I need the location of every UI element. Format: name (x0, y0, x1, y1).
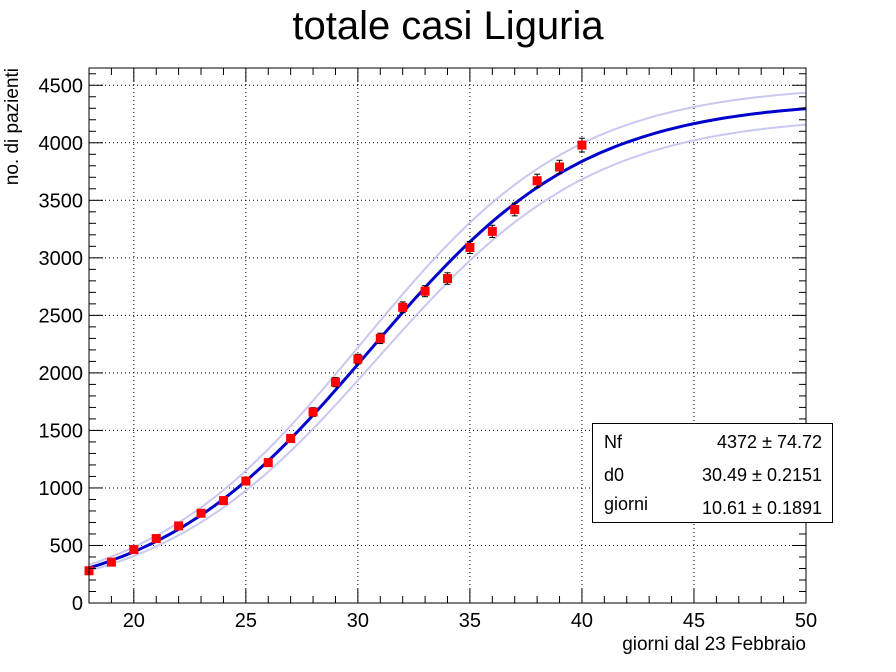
y-axis-label: no. di pazienti (2, 68, 23, 185)
data-point (196, 508, 206, 518)
point-marker (308, 407, 318, 417)
x-tick-label: 20 (123, 610, 145, 632)
x-axis: 20 25 30 35 40 45 50 (88, 68, 817, 632)
y-tick-label: 2500 (39, 305, 84, 327)
data-point (218, 496, 228, 506)
y-tick-label: 1000 (39, 478, 84, 500)
y-tick-label: 3000 (39, 248, 84, 270)
data-point (577, 137, 587, 153)
point-marker (330, 377, 340, 387)
point-marker (465, 242, 475, 252)
x-tick-label: 50 (795, 610, 817, 632)
stat-name: Nf (604, 432, 622, 452)
data-point (532, 173, 542, 188)
x-tick-label: 45 (683, 610, 705, 632)
stat-name: giorni (604, 494, 649, 514)
y-tick-label: 3500 (39, 190, 84, 212)
y-tick-label: 4500 (39, 75, 84, 97)
point-marker (129, 545, 139, 554)
y-tick-label: 4000 (39, 133, 84, 155)
point-marker (420, 286, 430, 296)
y-axis: 0 500 1000 1500 2000 2500 3000 3500 4000 4500 (39, 73, 806, 615)
point-marker (532, 176, 542, 186)
point-marker (398, 302, 408, 312)
point-marker (218, 496, 228, 506)
y-tick-label: 0 (72, 593, 83, 615)
x-tick-label: 40 (571, 610, 593, 632)
data-point (286, 433, 296, 443)
data-point (263, 458, 273, 468)
point-marker (577, 140, 587, 150)
stat-value: 30.49 ± 0.2151 (702, 465, 822, 485)
y-tick-label: 1500 (39, 420, 84, 442)
x-tick-label: 25 (235, 610, 257, 632)
x-axis-label: giorni dal 23 Febbraio (622, 634, 806, 655)
point-marker (443, 274, 452, 284)
data-point (443, 272, 452, 285)
x-tick-label: 35 (459, 610, 481, 632)
data-point (353, 353, 363, 365)
fit-line (88, 107, 807, 570)
data-point (398, 301, 408, 314)
point-marker (106, 557, 116, 567)
stat-row-nf: Nf 4372 ± 74.72 (593, 426, 832, 456)
data-point (174, 521, 184, 531)
data-point (106, 557, 116, 567)
data-point (151, 534, 161, 544)
point-marker (151, 534, 161, 544)
data-point (375, 332, 385, 345)
point-marker (196, 508, 206, 518)
data-point (420, 285, 430, 298)
y-tick-label: 500 (50, 535, 83, 557)
point-marker (487, 226, 497, 236)
data-point (330, 376, 340, 388)
data-point (555, 159, 565, 175)
x-tick-label: 30 (347, 610, 369, 632)
point-marker (510, 205, 520, 215)
stat-value: 4372 ± 74.72 (717, 432, 822, 452)
stat-row-giorni: giorni 10.61 ± 0.1891 (593, 492, 832, 522)
y-tick-label: 2000 (39, 363, 84, 385)
point-marker (353, 354, 363, 364)
stat-name: d0 (604, 465, 625, 485)
data-point (129, 545, 139, 554)
data-point (308, 407, 318, 417)
point-marker (286, 433, 296, 443)
point-marker (263, 458, 273, 468)
fit-curve (88, 107, 807, 570)
data-point (465, 241, 475, 254)
data-points (84, 137, 587, 576)
fit-band-upper (88, 91, 807, 566)
data-point (241, 476, 251, 486)
data-point (510, 202, 520, 217)
stat-row-d0: d0 30.49 ± 0.2151 (593, 459, 832, 489)
chart-title: totale casi Liguria (292, 4, 604, 48)
point-marker (174, 521, 184, 531)
point-marker (555, 162, 565, 172)
point-marker (375, 333, 385, 343)
data-point (487, 224, 497, 238)
stat-value: 10.61 ± 0.1891 (702, 498, 822, 518)
point-marker (241, 476, 251, 486)
fit-stats-box: Nf 4372 ± 74.72 d0 30.49 ± 0.2151 giorni… (592, 423, 833, 523)
